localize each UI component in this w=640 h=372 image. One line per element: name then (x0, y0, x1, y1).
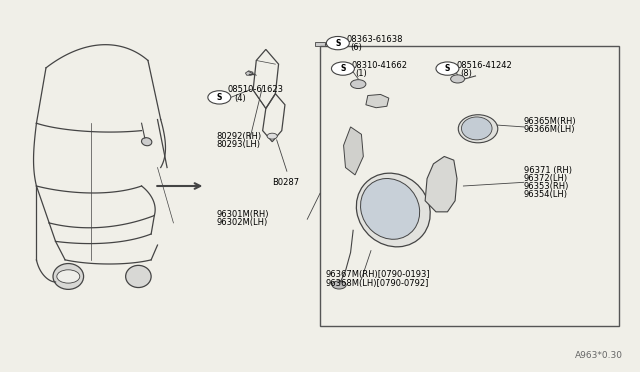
Text: S: S (445, 64, 450, 73)
Ellipse shape (141, 138, 152, 146)
Text: (8): (8) (460, 69, 472, 78)
Ellipse shape (360, 179, 420, 239)
Circle shape (57, 270, 80, 283)
Text: S: S (216, 93, 222, 102)
Text: 96301M(RH): 96301M(RH) (217, 210, 269, 219)
Circle shape (436, 62, 459, 75)
Text: 96365M(RH): 96365M(RH) (524, 117, 577, 126)
Polygon shape (366, 94, 389, 108)
Circle shape (267, 133, 277, 139)
Ellipse shape (458, 115, 498, 143)
Text: 96353(RH): 96353(RH) (524, 182, 570, 191)
Bar (320, 46, 620, 326)
Text: A963*0.30: A963*0.30 (575, 350, 623, 359)
Circle shape (332, 281, 346, 289)
Text: (4): (4) (235, 93, 246, 103)
Text: 96367M(RH)[0790-0193]: 96367M(RH)[0790-0193] (325, 270, 429, 279)
Text: 96372(LH): 96372(LH) (524, 174, 568, 183)
Text: S: S (340, 64, 346, 73)
Ellipse shape (125, 265, 151, 288)
Text: 96368M(LH)[0790-0792]: 96368M(LH)[0790-0792] (325, 279, 428, 288)
Ellipse shape (356, 173, 430, 247)
Text: 96302M(LH): 96302M(LH) (217, 218, 268, 227)
Ellipse shape (461, 117, 492, 140)
Text: 08363-61638: 08363-61638 (347, 35, 403, 44)
Text: 08310-41662: 08310-41662 (352, 61, 408, 70)
Circle shape (326, 36, 349, 50)
Text: 96366M(LH): 96366M(LH) (524, 125, 575, 134)
Circle shape (351, 80, 366, 89)
Text: 80292(RH): 80292(RH) (217, 132, 262, 141)
Circle shape (208, 91, 231, 104)
Text: (6): (6) (351, 44, 362, 52)
Ellipse shape (53, 263, 84, 289)
Text: B0287: B0287 (272, 178, 300, 187)
Circle shape (451, 75, 465, 83)
Text: S: S (335, 39, 340, 48)
Text: (1): (1) (356, 69, 367, 78)
Polygon shape (344, 127, 364, 175)
Text: 80293(LH): 80293(LH) (217, 140, 260, 149)
Text: 96354(LH): 96354(LH) (524, 190, 568, 199)
Polygon shape (246, 71, 253, 75)
Text: 96371 (RH): 96371 (RH) (524, 166, 572, 175)
Polygon shape (315, 42, 325, 46)
Circle shape (332, 62, 355, 75)
Polygon shape (425, 157, 457, 212)
Text: 08516-41242: 08516-41242 (456, 61, 512, 70)
Text: 08510-61623: 08510-61623 (228, 86, 284, 94)
